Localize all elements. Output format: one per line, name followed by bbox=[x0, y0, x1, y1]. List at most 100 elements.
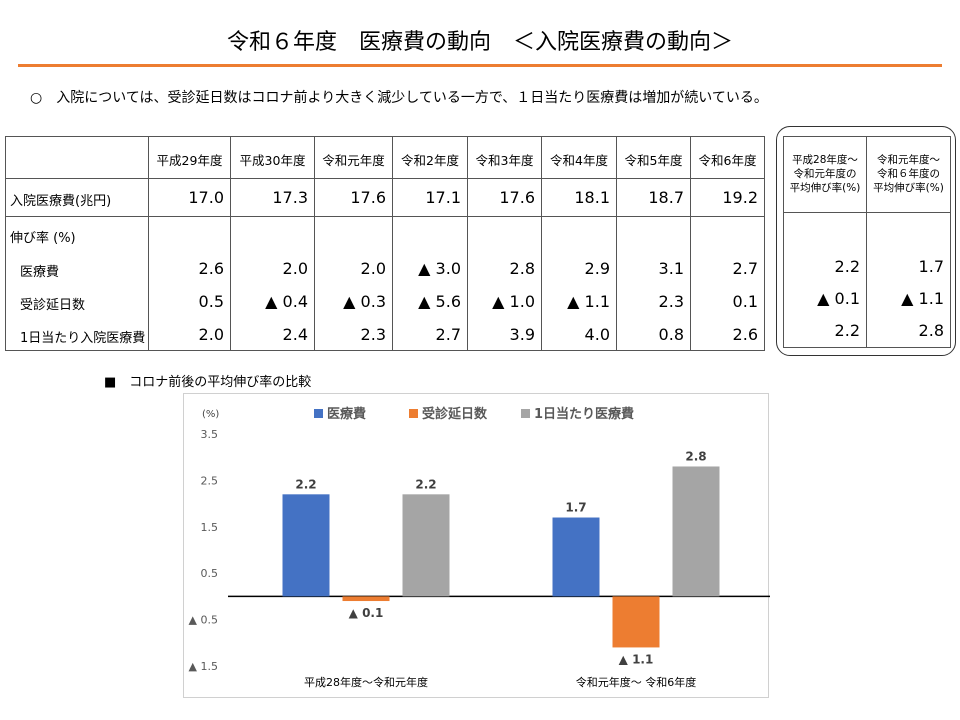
column-divider bbox=[690, 137, 691, 350]
header-year: 令和元年度 bbox=[322, 153, 385, 168]
table-cell: 2.0 bbox=[198, 325, 224, 344]
data-label: 1.7 bbox=[565, 501, 586, 515]
side-cell: 2.8 bbox=[918, 321, 944, 340]
chart-canvas: (%) 3.5 2.5 1.5 0.5 ▲ 0.5 ▲ 1.5 医療費 受診延日数 1日当たり医療… bbox=[189, 406, 770, 689]
side-header-line: 平均伸び率(%) bbox=[873, 182, 944, 194]
table-cell: 2.3 bbox=[658, 292, 684, 311]
y-tick-label: ▲ 0.5 bbox=[189, 614, 218, 627]
column-divider bbox=[467, 137, 468, 350]
row-label: 伸び率 (%) bbox=[10, 231, 76, 246]
column-divider bbox=[392, 137, 393, 350]
y-tick-label: 2.5 bbox=[201, 474, 219, 487]
bar bbox=[552, 517, 600, 597]
table-cell: 2.8 bbox=[509, 259, 535, 278]
side-header-line: 平均伸び率(%) bbox=[789, 182, 861, 194]
bar bbox=[402, 494, 450, 597]
y-tick-label: 0.5 bbox=[201, 567, 219, 580]
header-year: 令和3年度 bbox=[475, 153, 534, 168]
data-label: 2.8 bbox=[685, 449, 706, 463]
table-cell: ▲ 5.6 bbox=[418, 292, 461, 311]
bar bbox=[342, 596, 390, 602]
row-label: 医療費 bbox=[20, 265, 60, 280]
title-divider bbox=[18, 64, 942, 67]
table-cell: ▲ 3.0 bbox=[418, 259, 461, 278]
data-label: ▲ 0.1 bbox=[349, 606, 384, 620]
column-divider bbox=[148, 137, 149, 350]
header-year: 令和4年度 bbox=[550, 153, 608, 168]
header-year: 平成30年度 bbox=[239, 153, 306, 168]
column-divider bbox=[314, 137, 315, 350]
table-cell: 18.1 bbox=[574, 188, 610, 207]
growth-comparison-chart: (%) 3.5 2.5 1.5 0.5 ▲ 0.5 ▲ 1.5 医療費 受診延日数 1日当たり医療… bbox=[183, 393, 770, 698]
table-cell: ▲ 1.0 bbox=[492, 292, 535, 311]
column-divider bbox=[616, 137, 617, 350]
legend-swatch bbox=[521, 409, 530, 418]
table-cell: 18.7 bbox=[648, 188, 684, 207]
table-cell: 17.3 bbox=[272, 188, 308, 207]
inpatient-cost-table: 平成29年度 平成30年度 令和元年度 令和2年度 令和3年度 令和4年度 令和… bbox=[5, 136, 765, 351]
table-cell: 0.1 bbox=[732, 292, 758, 311]
row-label: 受診延日数 bbox=[20, 298, 86, 313]
table-cell: 3.9 bbox=[509, 325, 535, 344]
table-row-total bbox=[6, 179, 764, 217]
header-year: 令和2年度 bbox=[401, 153, 459, 168]
table-cell: 17.6 bbox=[499, 188, 535, 207]
side-cell: ▲ 0.1 bbox=[817, 289, 860, 308]
legend-label: 1日当たり医療費 bbox=[534, 406, 634, 422]
table-cell: 2.6 bbox=[198, 259, 224, 278]
table-header-row bbox=[6, 137, 764, 179]
x-category-label: 令和元年度～ 令和6年度 bbox=[576, 675, 697, 689]
table-cell: 2.0 bbox=[360, 259, 386, 278]
side-cell: 2.2 bbox=[834, 321, 860, 340]
table-cell: 0.8 bbox=[658, 325, 684, 344]
table-cell: 17.1 bbox=[425, 188, 461, 207]
side-header: 令和元年度～ 令和６年度の 平均伸び率(%) bbox=[867, 153, 950, 195]
side-header: 平成28年度～ 令和元年度の 平均伸び率(%) bbox=[784, 153, 866, 195]
page-title: 令和６年度 医療費の動向 ＜入院医療費の動向＞ bbox=[226, 30, 733, 55]
column-divider bbox=[230, 137, 231, 350]
header-year: 平成29年度 bbox=[156, 153, 223, 168]
column-divider bbox=[866, 137, 867, 347]
column-divider bbox=[541, 137, 542, 350]
table-cell: ▲ 1.1 bbox=[567, 292, 610, 311]
table-cell: 2.6 bbox=[732, 325, 758, 344]
y-tick-label: ▲ 1.5 bbox=[189, 660, 218, 673]
legend-label: 受診延日数 bbox=[422, 406, 488, 422]
y-tick-label: 1.5 bbox=[201, 521, 219, 534]
data-label: 2.2 bbox=[415, 477, 436, 491]
table-cell: 17.6 bbox=[350, 188, 386, 207]
table-cell: 2.4 bbox=[282, 325, 308, 344]
bar bbox=[612, 596, 660, 648]
table-cell: 2.7 bbox=[732, 259, 758, 278]
chart-caption: ■ コロナ前後の平均伸び率の比較 bbox=[104, 375, 312, 390]
legend-swatch bbox=[409, 409, 418, 418]
table-cell: 3.1 bbox=[658, 259, 684, 278]
table-cell: 2.9 bbox=[584, 259, 610, 278]
bar bbox=[672, 466, 720, 597]
side-header-line: 令和元年度～ bbox=[877, 154, 940, 166]
bar bbox=[282, 494, 330, 597]
data-label: ▲ 1.1 bbox=[619, 652, 654, 666]
side-header-line: 令和６年度の bbox=[877, 168, 940, 180]
side-header-line: 平成28年度～ bbox=[792, 154, 858, 166]
table-cell: 17.0 bbox=[188, 188, 224, 207]
average-growth-bracket bbox=[776, 126, 956, 356]
side-cell: 2.2 bbox=[834, 257, 860, 276]
data-label: 2.2 bbox=[295, 477, 316, 491]
average-growth-table: 平成28年度～ 令和元年度の 平均伸び率(%) 令和元年度～ 令和６年度の 平均… bbox=[783, 136, 951, 348]
table-cell: 2.3 bbox=[360, 325, 386, 344]
table-cell: 0.5 bbox=[198, 292, 224, 311]
row-label: 1日当たり入院医療費 bbox=[20, 331, 146, 346]
table-cell: 19.2 bbox=[722, 188, 758, 207]
side-cell: ▲ 1.1 bbox=[901, 289, 944, 308]
table-cell: ▲ 0.4 bbox=[265, 292, 308, 311]
table-cell: ▲ 0.3 bbox=[343, 292, 386, 311]
table-cell: 2.7 bbox=[435, 325, 461, 344]
side-header-row bbox=[784, 137, 950, 213]
table-cell: 4.0 bbox=[584, 325, 610, 344]
y-axis-unit: (%) bbox=[202, 409, 219, 420]
side-header-line: 令和元年度の bbox=[793, 168, 857, 180]
y-tick-label: 3.5 bbox=[201, 428, 219, 441]
table-cell: 2.0 bbox=[282, 259, 308, 278]
summary-text: ○ 入院については、受診延日数はコロナ前より大きく減少している一方で、１日当たり… bbox=[30, 90, 768, 106]
